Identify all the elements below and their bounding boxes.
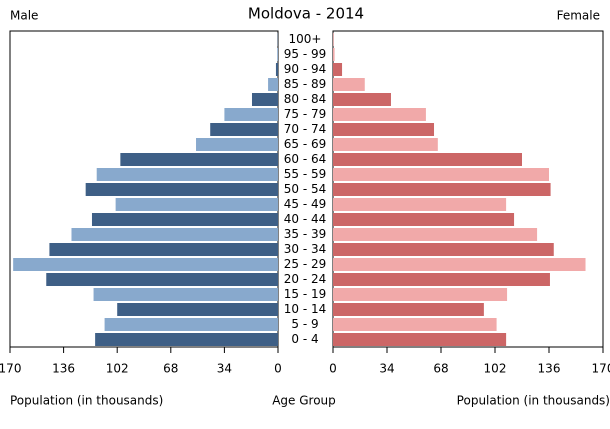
male-bar xyxy=(94,288,278,301)
x-tick-label: 34 xyxy=(217,362,232,376)
category-label: 80 - 84 xyxy=(284,92,327,106)
male-bar xyxy=(196,138,278,151)
male-bar xyxy=(277,48,278,61)
x-tick-label: 136 xyxy=(538,362,561,376)
female-bar xyxy=(333,108,426,121)
male-bar xyxy=(276,63,278,76)
category-label: 30 - 34 xyxy=(284,242,327,256)
category-label: 100+ xyxy=(289,32,322,46)
male-bar xyxy=(97,168,278,181)
x-tick-label: 170 xyxy=(592,362,610,376)
male-bar xyxy=(116,198,278,211)
female-bar xyxy=(333,153,522,166)
female-bar xyxy=(333,243,554,256)
category-label: 55 - 59 xyxy=(284,167,327,181)
category-label: 40 - 44 xyxy=(284,212,327,226)
female-bar xyxy=(333,78,365,91)
legend-male: Male xyxy=(10,9,38,23)
male-bar xyxy=(46,273,278,286)
female-bar xyxy=(333,318,497,331)
category-label: 70 - 74 xyxy=(284,122,327,136)
category-label: 85 - 89 xyxy=(284,77,327,91)
category-label: 60 - 64 xyxy=(284,152,327,166)
male-bar xyxy=(268,78,278,91)
category-label: 35 - 39 xyxy=(284,227,327,241)
female-bar xyxy=(333,48,335,61)
x-tick-label: 0 xyxy=(329,362,337,376)
category-label: 5 - 9 xyxy=(291,317,318,331)
male-bar xyxy=(95,333,278,346)
category-axis-label: Age Group xyxy=(272,394,336,408)
male-bar xyxy=(224,108,278,121)
x-tick-label: 34 xyxy=(379,362,394,376)
male-bar xyxy=(92,213,278,226)
category-label: 90 - 94 xyxy=(284,62,327,76)
category-label: 95 - 99 xyxy=(284,47,327,61)
female-bar xyxy=(333,228,537,241)
legend-female: Female xyxy=(557,9,600,23)
category-label: 45 - 49 xyxy=(284,197,327,211)
male-bar xyxy=(105,318,278,331)
x-tick-label: 136 xyxy=(52,362,75,376)
female-bar xyxy=(333,168,549,181)
category-label: 65 - 69 xyxy=(284,137,327,151)
category-label: 20 - 24 xyxy=(284,272,327,286)
female-bar xyxy=(333,123,434,136)
female-bar xyxy=(333,198,506,211)
male-bar xyxy=(117,303,278,316)
category-label: 50 - 54 xyxy=(284,182,327,196)
category-label: 25 - 29 xyxy=(284,257,327,271)
male-bar xyxy=(49,243,278,256)
x-tick-label: 68 xyxy=(433,362,448,376)
female-bar xyxy=(333,138,438,151)
male-bar xyxy=(210,123,278,136)
male-bar xyxy=(252,93,278,106)
category-label: 15 - 19 xyxy=(284,287,327,301)
chart-title: Moldova - 2014 xyxy=(248,5,364,23)
x-axis-label-right: Population (in thousands) xyxy=(457,394,610,408)
female-bar xyxy=(333,288,507,301)
male-bar xyxy=(13,258,278,271)
x-tick-label: 68 xyxy=(163,362,178,376)
female-bar xyxy=(333,213,514,226)
x-tick-label: 0 xyxy=(274,362,282,376)
female-bar xyxy=(333,258,586,271)
x-tick-label: 170 xyxy=(0,362,21,376)
category-label: 75 - 79 xyxy=(284,107,327,121)
female-bar xyxy=(333,333,506,346)
female-bar xyxy=(333,93,391,106)
male-bar xyxy=(120,153,278,166)
female-bar xyxy=(333,183,551,196)
male-bar xyxy=(71,228,278,241)
female-bar xyxy=(333,273,550,286)
x-tick-label: 102 xyxy=(106,362,129,376)
female-bar xyxy=(333,303,484,316)
male-bar xyxy=(86,183,278,196)
category-label: 0 - 4 xyxy=(291,332,318,346)
female-bar xyxy=(333,63,342,76)
x-axis-label-left: Population (in thousands) xyxy=(10,394,163,408)
x-tick-label: 102 xyxy=(484,362,507,376)
category-label: 10 - 14 xyxy=(284,302,327,316)
